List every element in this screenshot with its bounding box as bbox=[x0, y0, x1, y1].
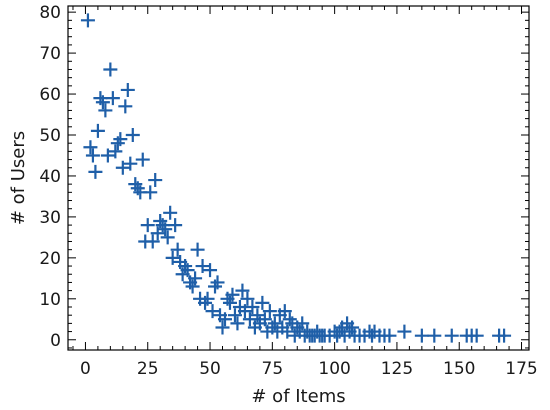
data-point bbox=[240, 291, 255, 306]
data-point bbox=[382, 328, 397, 343]
data-point bbox=[497, 328, 512, 343]
y-axis-ticks: 0 10 20 30 40 50 60 70 80 bbox=[39, 3, 529, 351]
data-point bbox=[222, 295, 237, 310]
data-point bbox=[277, 304, 292, 319]
data-points bbox=[80, 13, 512, 343]
y-tick-label: 20 bbox=[39, 249, 61, 269]
data-point bbox=[113, 132, 128, 147]
data-point bbox=[103, 62, 118, 77]
x-tick-label: 50 bbox=[199, 359, 221, 379]
data-point bbox=[295, 316, 310, 331]
data-point bbox=[148, 173, 163, 188]
y-tick-label: 0 bbox=[50, 331, 61, 351]
x-tick-label: 100 bbox=[318, 359, 350, 379]
data-point bbox=[165, 250, 180, 265]
data-point bbox=[230, 316, 245, 331]
y-tick-label: 70 bbox=[39, 44, 61, 64]
data-point bbox=[118, 99, 133, 114]
data-point bbox=[444, 328, 459, 343]
data-point bbox=[98, 103, 113, 118]
data-point bbox=[80, 13, 95, 28]
data-point bbox=[120, 82, 135, 97]
data-point bbox=[210, 275, 225, 290]
y-tick-label: 30 bbox=[39, 208, 61, 228]
y-tick-label: 10 bbox=[39, 290, 61, 310]
data-point bbox=[280, 324, 295, 339]
data-point bbox=[163, 205, 178, 220]
data-point bbox=[95, 95, 110, 110]
y-tick-label: 40 bbox=[39, 167, 61, 187]
data-point bbox=[255, 295, 270, 310]
data-point bbox=[345, 320, 360, 335]
data-point bbox=[427, 328, 442, 343]
data-point bbox=[205, 304, 220, 319]
x-axis-label: # of Items bbox=[251, 386, 345, 407]
data-point bbox=[188, 271, 203, 286]
data-point bbox=[262, 304, 277, 319]
x-tick-label: 25 bbox=[137, 359, 159, 379]
data-point bbox=[100, 148, 115, 163]
data-point bbox=[225, 287, 240, 302]
data-point bbox=[123, 156, 138, 171]
data-point bbox=[85, 148, 100, 163]
data-point bbox=[397, 324, 412, 339]
data-point bbox=[195, 259, 210, 274]
data-point bbox=[170, 242, 185, 257]
x-tick-label: 75 bbox=[262, 359, 284, 379]
data-point bbox=[185, 279, 200, 294]
data-point bbox=[235, 283, 250, 298]
data-point bbox=[257, 312, 272, 327]
data-point bbox=[215, 320, 230, 335]
data-point bbox=[180, 263, 195, 278]
data-point bbox=[217, 312, 232, 327]
y-tick-label: 60 bbox=[39, 85, 61, 105]
data-point bbox=[143, 185, 158, 200]
x-tick-label: 150 bbox=[443, 359, 475, 379]
x-tick-label: 0 bbox=[80, 359, 91, 379]
data-point bbox=[105, 91, 120, 106]
data-point bbox=[190, 242, 205, 257]
data-point bbox=[158, 222, 173, 237]
plot-frame bbox=[67, 5, 530, 351]
data-point bbox=[245, 300, 260, 314]
data-point bbox=[250, 308, 265, 323]
data-point bbox=[90, 123, 105, 138]
data-point bbox=[108, 144, 123, 159]
data-point bbox=[168, 218, 183, 233]
data-point bbox=[115, 160, 130, 175]
data-point bbox=[469, 328, 484, 343]
x-tick-label: 125 bbox=[381, 359, 413, 379]
data-point bbox=[83, 140, 98, 155]
data-point bbox=[203, 263, 218, 278]
data-point bbox=[88, 164, 103, 179]
x-axis-ticks: 0 25 50 75 100 125 150 175 bbox=[72, 6, 538, 379]
data-point bbox=[242, 312, 257, 327]
data-point bbox=[414, 328, 429, 343]
x-tick-label: 175 bbox=[505, 359, 537, 379]
data-point bbox=[237, 304, 252, 319]
data-point bbox=[145, 234, 160, 249]
data-point bbox=[150, 226, 165, 241]
data-point bbox=[125, 128, 140, 142]
data-point bbox=[267, 316, 282, 331]
data-point bbox=[227, 308, 242, 323]
data-point bbox=[200, 291, 215, 306]
y-tick-label: 50 bbox=[39, 126, 61, 146]
y-tick-label: 80 bbox=[39, 3, 61, 23]
data-point bbox=[140, 218, 155, 233]
y-axis-label: # of Users bbox=[8, 131, 29, 225]
data-point bbox=[135, 152, 150, 167]
data-point bbox=[160, 230, 175, 245]
